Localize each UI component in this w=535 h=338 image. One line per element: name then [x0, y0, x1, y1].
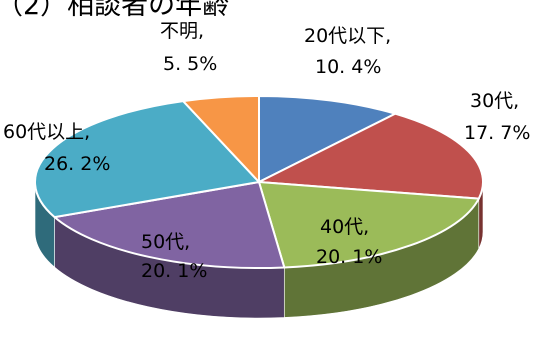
slice-label-1: 20代以下,: [304, 25, 391, 47]
pie-slice-3: [258, 181, 480, 269]
pie-top: [34, 95, 484, 269]
slice-value-5: 26. 2%: [44, 153, 110, 175]
slice-value-2: 17. 7%: [464, 122, 530, 144]
pie-slice-5: [34, 100, 260, 219]
slice-labels: 20代以下, 10. 4% 30代, 17. 7% 40代, 20. 1% 50代, 20. …: [3, 20, 530, 282]
pie-slice-6: [182, 95, 260, 183]
slice-value-1: 10. 4%: [315, 56, 381, 78]
slice-value-6: 5. 5%: [163, 53, 217, 75]
slice-value-3: 20. 1%: [316, 246, 382, 268]
slice-label-4: 50代,: [141, 231, 190, 253]
pie-slice-2: [258, 112, 484, 200]
slice-label-5: 60代以上,: [3, 121, 90, 143]
slice-label-6: 不明,: [160, 20, 204, 42]
pie-slice-1: [258, 95, 397, 183]
pie-slice-4: [53, 181, 286, 269]
slice-value-4: 20. 1%: [141, 260, 207, 282]
chart-title: （2）相談者の年齢: [0, 0, 229, 21]
slice-label-3: 40代,: [320, 216, 369, 238]
slice-label-2: 30代,: [470, 90, 519, 112]
